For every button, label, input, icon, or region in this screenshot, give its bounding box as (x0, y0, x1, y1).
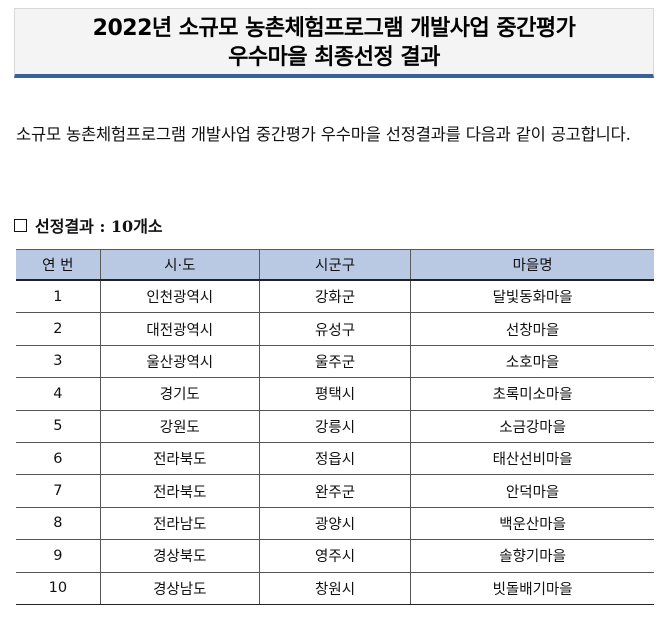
table-row: 8 전라남도 광양시 백운산마을 (16, 507, 654, 541)
cell-district: 완주군 (259, 474, 412, 508)
page-title-line-1: 2022년 소규모 농촌체험프로그램 개발사업 중간평가 (92, 16, 576, 41)
cell-province: 전라남도 (100, 507, 260, 541)
cell-province: 전라북도 (100, 474, 260, 508)
cell-village: 솔향기마을 (410, 539, 654, 573)
section-heading: 선정결과 : 10개소 (14, 213, 163, 237)
checkbox-square-icon (14, 218, 27, 232)
column-header-number: 연 번 (16, 249, 101, 281)
cell-number: 10 (16, 572, 101, 605)
table-row: 6 전라북도 정읍시 태산선비마을 (16, 442, 654, 476)
table-row: 9 경상북도 영주시 솔향기마을 (16, 539, 654, 573)
cell-province: 경상남도 (100, 572, 260, 605)
results-table: 연 번 시·도 시군구 마을명 1 인천광역시 강화군 달빛동화마을 2 대전광역시 유성구… (16, 249, 654, 605)
table-body: 1 인천광역시 강화군 달빛동화마을 2 대전광역시 유성구 선창마을 3 울산광역시 울주군 소호마… (16, 280, 654, 605)
cell-village: 백운산마을 (410, 507, 654, 541)
table-row: 4 경기도 평택시 초록미소마을 (16, 377, 654, 411)
table-row: 1 인천광역시 강화군 달빛동화마을 (16, 280, 654, 314)
cell-number: 7 (16, 474, 101, 508)
table-row: 5 강원도 강릉시 소금강마을 (16, 410, 654, 443)
cell-village: 선창마을 (410, 312, 654, 346)
cell-village: 소금강마을 (410, 410, 654, 443)
cell-province: 대전광역시 (100, 312, 260, 346)
cell-village: 초록미소마을 (410, 377, 654, 411)
cell-number: 3 (16, 345, 101, 379)
cell-number: 9 (16, 539, 101, 573)
cell-number: 2 (16, 312, 101, 346)
cell-village: 소호마을 (410, 345, 654, 379)
cell-province: 강원도 (100, 410, 260, 443)
cell-district: 광양시 (259, 507, 412, 541)
cell-district: 창원시 (259, 572, 412, 605)
section-heading-label: 선정결과 : 10개소 (35, 217, 163, 236)
column-header-village: 마을명 (410, 249, 654, 281)
cell-district: 유성구 (259, 312, 412, 346)
column-header-province: 시·도 (100, 249, 260, 281)
table-row: 7 전라북도 완주군 안덕마을 (16, 474, 654, 508)
cell-number: 1 (16, 280, 101, 314)
cell-village: 안덕마을 (410, 474, 654, 508)
cell-province: 경기도 (100, 377, 260, 411)
page-title-line-2: 우수마을 최종선정 결과 (228, 45, 440, 70)
cell-province: 경상북도 (100, 539, 260, 573)
table-header-row: 연 번 시·도 시군구 마을명 (16, 249, 654, 281)
cell-province: 전라북도 (100, 442, 260, 476)
cell-province: 인천광역시 (100, 280, 260, 314)
table-row: 2 대전광역시 유성구 선창마을 (16, 312, 654, 346)
title-banner: 2022년 소규모 농촌체험프로그램 개발사업 중간평가 우수마을 최종선정 결… (14, 8, 654, 78)
cell-district: 강릉시 (259, 410, 412, 443)
cell-village: 빗돌배기마을 (410, 572, 654, 605)
cell-district: 평택시 (259, 377, 412, 411)
cell-village: 달빛동화마을 (410, 280, 654, 314)
intro-paragraph: 소규모 농촌체험프로그램 개발사업 중간평가 우수마을 선정결과를 다음과 같이… (16, 125, 631, 144)
cell-number: 4 (16, 377, 101, 411)
cell-village: 태산선비마을 (410, 442, 654, 476)
cell-district: 정읍시 (259, 442, 412, 476)
cell-district: 울주군 (259, 345, 412, 379)
table-row: 10 경상남도 창원시 빗돌배기마을 (16, 572, 654, 605)
cell-province: 울산광역시 (100, 345, 260, 379)
table-row: 3 울산광역시 울주군 소호마을 (16, 345, 654, 379)
cell-number: 5 (16, 410, 101, 443)
cell-district: 영주시 (259, 539, 412, 573)
cell-number: 6 (16, 442, 101, 476)
cell-district: 강화군 (259, 280, 412, 314)
column-header-district: 시군구 (259, 249, 412, 281)
cell-number: 8 (16, 507, 101, 541)
